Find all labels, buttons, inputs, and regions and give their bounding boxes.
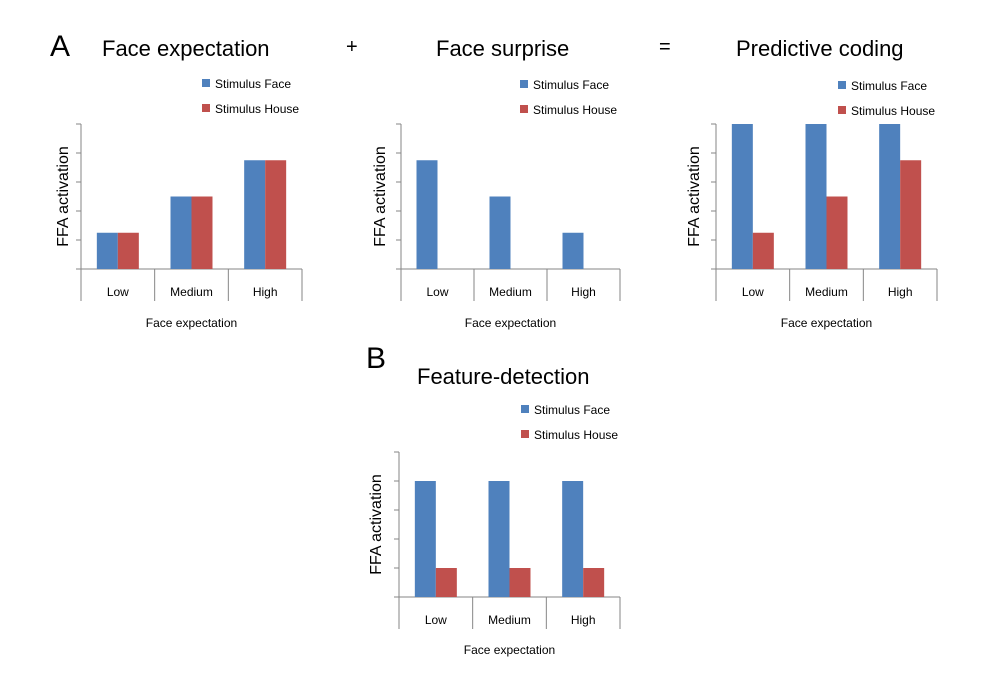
bar-face-low [96, 232, 118, 269]
bar-face-low [416, 160, 438, 269]
bar-house-low [752, 232, 774, 269]
bar-face-high [562, 481, 584, 597]
y-axis-label: FFA activation [372, 146, 389, 247]
panel-letter-a: A [50, 30, 71, 63]
bar-face-low [414, 481, 436, 597]
x-tick-label-low: Low [425, 613, 447, 627]
x-axis-label: Face expectation [464, 643, 555, 657]
legend-swatch-house [838, 106, 846, 114]
equals-operator: = [659, 36, 671, 58]
bar-house-high [265, 160, 287, 269]
bar-face-high [562, 232, 584, 269]
bar-face-low [731, 124, 753, 269]
x-tick-label-high: High [253, 285, 278, 299]
legend-label-house: Stimulus House [215, 102, 299, 116]
legend-label-face: Stimulus Face [851, 79, 927, 93]
bar-face-medium [489, 196, 511, 269]
legend-label-house: Stimulus House [851, 104, 935, 118]
y-axis-label: FFA activation [55, 146, 72, 247]
legend-swatch-face [520, 80, 528, 88]
x-tick-label-high: High [888, 285, 913, 299]
x-tick-label-medium: Medium [488, 613, 531, 627]
chart-title-face-expectation: Face expectation [102, 36, 270, 61]
legend-swatch-house [521, 430, 529, 438]
chart-title-predictive-coding: Predictive coding [736, 36, 904, 61]
x-tick-label-medium: Medium [805, 285, 848, 299]
chart-title-face-surprise: Face surprise [436, 36, 570, 61]
legend-swatch-house [202, 104, 210, 112]
bar-face-medium [805, 124, 827, 269]
bar-house-low [117, 232, 139, 269]
legend-label-face: Stimulus Face [533, 78, 609, 92]
x-tick-label-medium: Medium [170, 285, 213, 299]
y-axis-label: FFA activation [368, 474, 385, 575]
plus-operator: + [346, 36, 358, 58]
x-axis-label: Face expectation [781, 316, 872, 330]
bar-house-medium [826, 196, 848, 269]
legend-label-face: Stimulus Face [215, 77, 291, 91]
legend-swatch-face [838, 81, 846, 89]
legend-label-house: Stimulus House [534, 428, 618, 442]
x-axis-label: Face expectation [465, 316, 556, 330]
x-tick-label-low: Low [742, 285, 764, 299]
legend-swatch-face [202, 79, 210, 87]
x-tick-label-high: High [571, 613, 596, 627]
y-axis-label: FFA activation [686, 146, 703, 247]
bar-face-high [879, 124, 901, 269]
panel-letter-b: B [366, 342, 387, 375]
bar-face-medium [170, 196, 192, 269]
bar-face-high [244, 160, 266, 269]
x-tick-label-low: Low [426, 285, 448, 299]
bar-house-high [900, 160, 922, 269]
legend-swatch-house [520, 105, 528, 113]
legend-label-face: Stimulus Face [534, 403, 610, 417]
x-axis-label: Face expectation [146, 316, 237, 330]
legend-swatch-face [521, 405, 529, 413]
x-tick-label-high: High [571, 285, 596, 299]
bar-house-low [435, 568, 457, 597]
bar-house-medium [191, 196, 213, 269]
bar-face-medium [488, 481, 510, 597]
chart-title-feature-detection: Feature-detection [417, 364, 590, 389]
legend-label-house: Stimulus House [533, 103, 617, 117]
x-tick-label-low: Low [107, 285, 129, 299]
bar-house-high [583, 568, 605, 597]
x-tick-label-medium: Medium [489, 285, 532, 299]
bar-house-medium [509, 568, 531, 597]
